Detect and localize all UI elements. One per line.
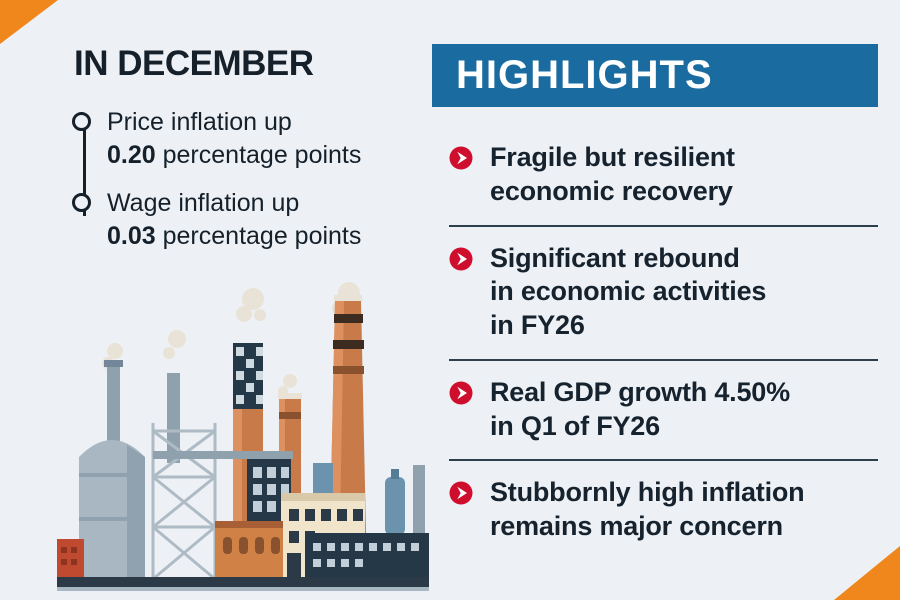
arrow-circle-icon bbox=[449, 381, 473, 405]
highlight-text: Real GDP growth 4.50% in Q1 of FY26 bbox=[490, 376, 790, 441]
list-item: Stubbornly high inflation remains major … bbox=[449, 459, 878, 560]
point-lead: Price inflation up bbox=[107, 108, 292, 136]
factory-illustration bbox=[57, 282, 429, 591]
list-item: Fragile but resilient economic recovery bbox=[449, 126, 878, 225]
point-unit: percentage points bbox=[162, 140, 362, 169]
highlight-text: Fragile but resilient economic recovery bbox=[490, 142, 735, 206]
smoke-icon bbox=[102, 282, 361, 396]
arrow-circle-icon bbox=[449, 146, 473, 170]
point-value: 0.03 bbox=[107, 221, 156, 250]
point-value: 0.20 bbox=[107, 140, 156, 169]
arrow-circle-icon bbox=[449, 247, 473, 270]
inflation-points: Price inflation up 0.20 percentage point… bbox=[72, 106, 361, 268]
corner-accent-top-left bbox=[0, 0, 58, 44]
timeline-connector bbox=[83, 130, 86, 216]
list-item: Wage inflation up 0.03 percentage points bbox=[72, 187, 361, 252]
point-value-line: 0.20 percentage points bbox=[107, 139, 361, 172]
highlights-header: HIGHLIGHTS bbox=[432, 44, 878, 107]
list-item: Real GDP growth 4.50% in Q1 of FY26 bbox=[449, 358, 878, 460]
point-text: Price inflation up 0.20 percentage point… bbox=[107, 106, 361, 171]
highlight-text: Significant rebound in economic activiti… bbox=[490, 242, 767, 341]
point-text: Wage inflation up 0.03 percentage points bbox=[107, 187, 361, 252]
page-title: IN DECEMBER bbox=[74, 44, 314, 83]
point-value-line: 0.03 percentage points bbox=[107, 220, 361, 253]
circle-marker-icon bbox=[72, 193, 91, 212]
arrow-circle-icon bbox=[449, 481, 473, 505]
point-unit: percentage points bbox=[162, 221, 362, 250]
point-lead: Wage inflation up bbox=[107, 189, 300, 217]
highlight-text: Stubbornly high inflation remains major … bbox=[490, 477, 805, 541]
highlights-title: HIGHLIGHTS bbox=[456, 53, 713, 97]
circle-marker-icon bbox=[72, 112, 91, 131]
highlights-list: Fragile but resilient economic recovery … bbox=[449, 126, 878, 560]
list-item: Price inflation up 0.20 percentage point… bbox=[72, 106, 361, 171]
list-item: Significant rebound in economic activiti… bbox=[449, 224, 878, 359]
